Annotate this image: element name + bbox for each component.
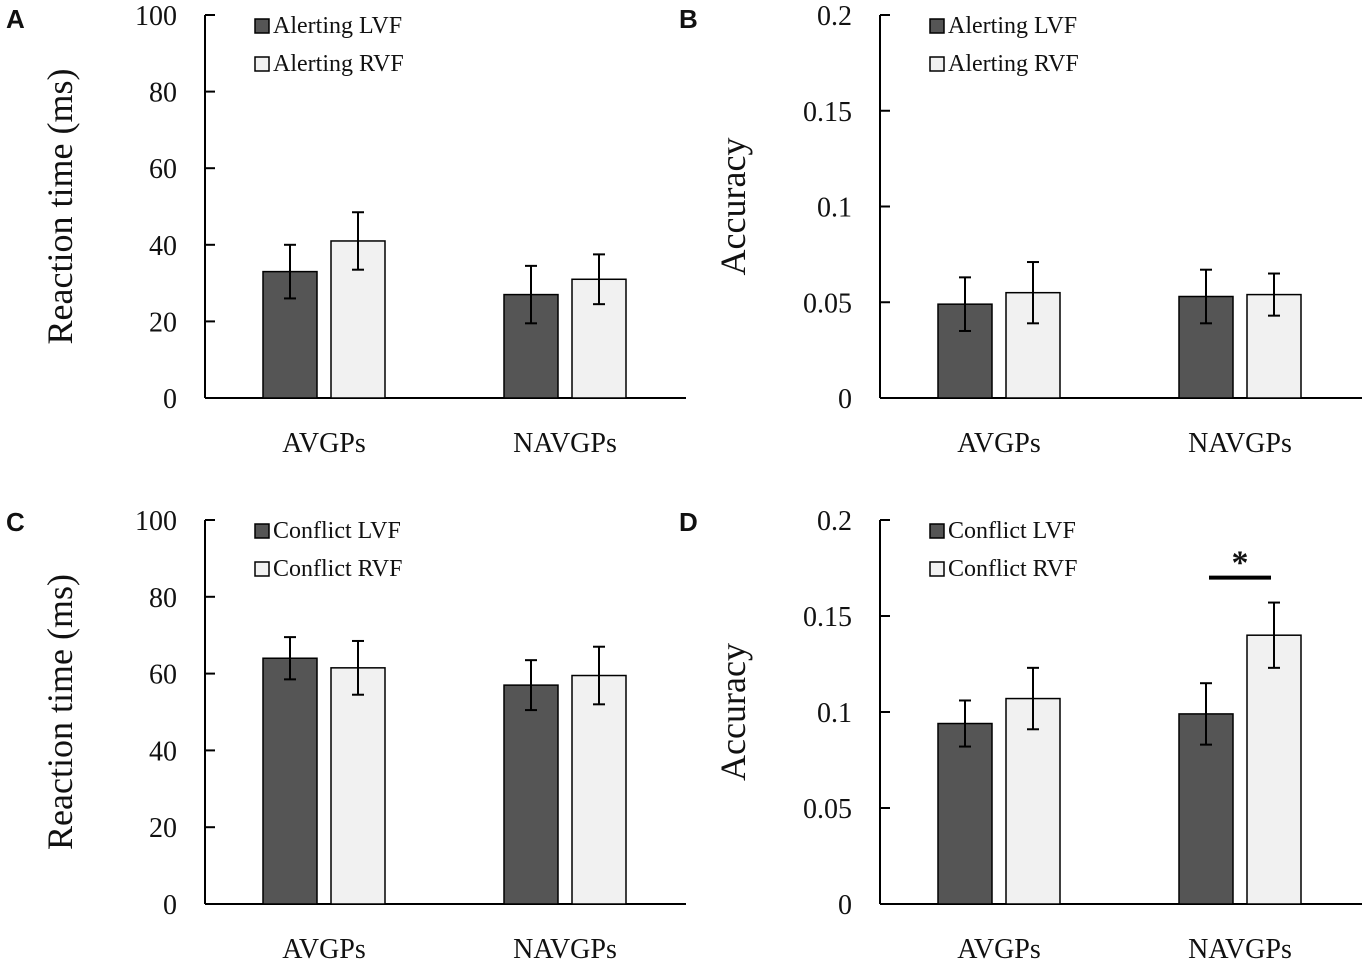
bar: [1246, 634, 1302, 905]
y-tick-label: 20: [149, 307, 177, 338]
y-tick-label: 0.2: [817, 506, 852, 537]
bar: [262, 657, 318, 905]
bar: [937, 722, 993, 905]
y-tick-label: 0.15: [803, 602, 852, 633]
x-category-label: AVGPs: [282, 934, 366, 963]
significance-star: *: [1232, 545, 1249, 582]
panel-letter: B: [679, 4, 698, 34]
y-tick-label: 0.05: [803, 288, 852, 319]
legend-swatch: [254, 56, 270, 72]
panel-letter: A: [6, 4, 25, 34]
panel-c: C 0 20 40 60 80 100 Reaction time (ms) AVGPs NAVG…: [6, 506, 686, 963]
bar: [1005, 697, 1061, 905]
y-tick-label: 0: [838, 890, 852, 921]
panel-d: D 0 0.05 0.1 0.15 0.2 Accuracy AVGPs NAVGPs Confl…: [679, 506, 1362, 963]
y-tick-label: 40: [149, 736, 177, 767]
panel-b: B 0 0.05 0.1 0.15 0.2 Accuracy AVGPs NAVGPs Alert…: [679, 1, 1362, 459]
legend-label: Conflict LVF: [948, 518, 1076, 544]
x-category-label: NAVGPs: [1188, 934, 1292, 963]
y-tick-label: 0.1: [817, 698, 852, 729]
legend-label: Conflict RVF: [948, 556, 1077, 582]
bar: [330, 667, 386, 905]
legend-label: Alerting RVF: [273, 51, 404, 77]
bar: [571, 674, 627, 905]
y-axis-title: Reaction time (ms): [40, 69, 80, 345]
y-axis-title: Reaction time (ms): [40, 574, 80, 850]
x-category-label: AVGPs: [282, 428, 366, 459]
x-category-label: NAVGPs: [513, 934, 617, 963]
legend-label: Alerting RVF: [948, 51, 1079, 77]
y-axis-title: Accuracy: [713, 643, 753, 781]
y-tick-label: 0: [163, 384, 177, 415]
y-tick-label: 80: [149, 583, 177, 614]
y-tick-label: 60: [149, 154, 177, 185]
panel-letter: D: [679, 507, 698, 537]
legend-swatch: [254, 561, 270, 577]
y-tick-label: 60: [149, 660, 177, 691]
legend-swatch: [254, 523, 270, 539]
x-category-label: NAVGPs: [1188, 428, 1292, 459]
y-tick-label: 0.2: [817, 1, 852, 32]
x-category-label: NAVGPs: [513, 428, 617, 459]
x-category-label: AVGPs: [957, 428, 1041, 459]
panel-a: A 0 20 40 60 80 100 Reaction time (ms) AVGPs NAVG…: [6, 1, 686, 459]
y-tick-label: 40: [149, 231, 177, 262]
legend-swatch: [929, 18, 945, 34]
legend-label: Alerting LVF: [273, 13, 402, 39]
y-tick-label: 100: [135, 1, 177, 32]
y-tick-label: 0: [163, 890, 177, 921]
y-tick-label: 0.15: [803, 97, 852, 128]
legend-swatch: [254, 18, 270, 34]
legend-swatch: [929, 561, 945, 577]
y-axis-title: Accuracy: [713, 138, 753, 276]
legend-swatch: [929, 523, 945, 539]
legend-label: Conflict RVF: [273, 556, 402, 582]
legend-label: Alerting LVF: [948, 13, 1077, 39]
y-tick-label: 100: [135, 506, 177, 537]
bar: [503, 684, 559, 905]
legend-label: Conflict LVF: [273, 518, 401, 544]
y-tick-label: 0: [838, 384, 852, 415]
legend-swatch: [929, 56, 945, 72]
y-tick-label: 0.1: [817, 193, 852, 224]
y-tick-label: 80: [149, 78, 177, 109]
panel-letter: C: [6, 507, 25, 537]
y-tick-label: 20: [149, 813, 177, 844]
y-tick-label: 0.05: [803, 794, 852, 825]
x-category-label: AVGPs: [957, 934, 1041, 963]
